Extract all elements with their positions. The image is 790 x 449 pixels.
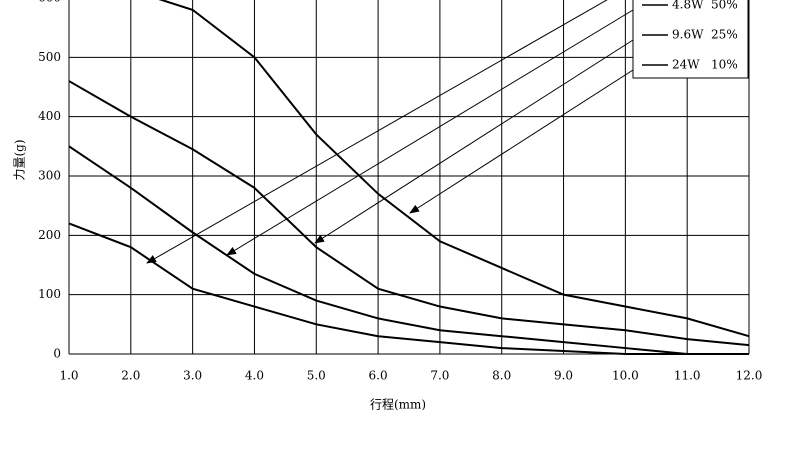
arrow bbox=[226, 9, 634, 256]
x-tick-label: 8.0 bbox=[492, 369, 511, 383]
curve bbox=[68, 222, 749, 355]
grid: 0 100 200 300 400 500 600 1.0 2.0 3.0 4.0 5.0 6.0 7.0… bbox=[38, 0, 762, 383]
y-tick-label: 100 bbox=[38, 287, 61, 301]
x-tick-label: 3.0 bbox=[183, 369, 202, 383]
x-tick-label: 9.0 bbox=[554, 369, 573, 383]
arrow bbox=[314, 39, 634, 244]
curve bbox=[68, 145, 749, 355]
arrow bbox=[409, 69, 634, 214]
x-axis-label: 行程(mm) bbox=[370, 397, 426, 412]
curves bbox=[68, 0, 750, 355]
x-tick-label: 1.0 bbox=[59, 369, 78, 383]
x-tick-label: 2.0 bbox=[121, 369, 140, 383]
arrow bbox=[146, 0, 608, 264]
y-tick-label: 300 bbox=[38, 169, 61, 183]
y-tick-label: 400 bbox=[38, 109, 61, 123]
curve bbox=[68, 80, 750, 347]
legend: 24W 10% 9.6W 25% 4.8W 50% bbox=[642, 0, 738, 72]
callout-arrows bbox=[146, 0, 634, 264]
legend-label: 9.6W 25% bbox=[672, 28, 738, 42]
y-axis-label: 力量(g) bbox=[13, 139, 27, 180]
y-tick-label: 0 bbox=[53, 347, 61, 361]
x-tick-label: 11.0 bbox=[674, 369, 701, 383]
legend-label: 4.8W 50% bbox=[672, 0, 738, 12]
x-tick-label: 7.0 bbox=[430, 369, 449, 383]
y-tick-label: 500 bbox=[38, 50, 61, 64]
x-tick-label: 10.0 bbox=[612, 369, 639, 383]
x-tick-label: 6.0 bbox=[369, 369, 388, 383]
x-tick-label: 12.0 bbox=[736, 369, 763, 383]
y-tick-label: 600 bbox=[38, 0, 61, 5]
x-tick-label: 5.0 bbox=[307, 369, 326, 383]
y-tick-label: 200 bbox=[38, 228, 61, 242]
curve bbox=[158, 0, 750, 338]
legend-label: 24W 10% bbox=[672, 58, 738, 72]
x-tick-label: 4.0 bbox=[245, 369, 264, 383]
